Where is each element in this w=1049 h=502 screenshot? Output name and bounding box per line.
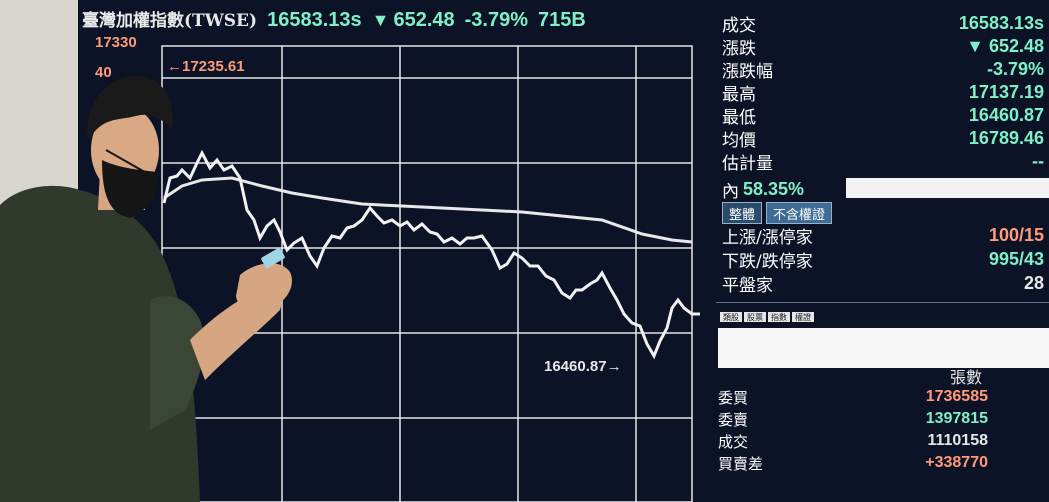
- quote-label: 漲跌: [722, 38, 756, 59]
- breadth-row-down: 下跌/跌停家 995/43: [722, 248, 1044, 272]
- breadth-label: 上漲/漲停家: [722, 227, 813, 248]
- mini-tab[interactable]: 指數: [768, 312, 790, 322]
- breadth-value: 995/43: [988, 248, 1044, 269]
- mini-tab[interactable]: 類股: [720, 312, 742, 322]
- lots-column-header: 張數: [950, 368, 983, 387]
- order-row-trade: 成交 1110158: [718, 430, 988, 452]
- mini-tab-bar: 類股 股票 指數 權證: [720, 312, 814, 322]
- chart-grid: [161, 45, 693, 502]
- average-price-line: [163, 176, 693, 244]
- inner-pct: 58.35%: [743, 178, 805, 199]
- inner-outer-ratio: 內 58.35%: [722, 178, 1049, 202]
- breadth-value: 100/15: [988, 224, 1044, 245]
- quote-row-low: 最低 16460.87: [722, 104, 1044, 128]
- blank-info-strip: [718, 328, 1049, 368]
- y-axis-top-label: 17330: [95, 34, 137, 51]
- index-price: 16583.13s: [267, 9, 362, 31]
- quote-row-change: 漲跌 ▼ 652.48: [722, 35, 1044, 59]
- y-axis-second-label: 40: [95, 64, 112, 81]
- quote-value: 17137.19: [968, 81, 1044, 102]
- order-row-ask: 委賣 1397815: [718, 408, 988, 430]
- order-row-bid: 委買 1736585: [718, 386, 988, 408]
- quote-label: 成交: [722, 15, 756, 36]
- quote-value: --: [1032, 150, 1044, 171]
- breadth-label: 下跌/跌停家: [722, 251, 813, 272]
- quote-label: 最低: [722, 107, 756, 128]
- background-wall: [0, 0, 80, 502]
- breadth-row-flat: 平盤家 28: [722, 272, 1044, 296]
- inner-label: 內: [722, 181, 739, 202]
- ratio-bar: [846, 178, 1049, 198]
- breadth-row-up: 上漲/漲停家 100/15: [722, 224, 1044, 248]
- quote-row-change-pct: 漲跌幅 -3.79%: [722, 58, 1044, 82]
- breadth-toggle: 整體 不含權證: [722, 202, 833, 224]
- quote-value: -3.79%: [986, 58, 1044, 79]
- quote-label: 估計量: [722, 153, 773, 174]
- chart-frame: [161, 45, 693, 502]
- panel-divider: [716, 302, 1049, 303]
- index-header: 臺灣加權指數(TWSE) 16583.13s ▼ 652.48 -3.79% 7…: [82, 6, 714, 32]
- exclude-warrants-button[interactable]: 不含權證: [766, 202, 833, 224]
- order-value: 1110158: [927, 432, 988, 449]
- breadth-value: 28: [1023, 272, 1044, 293]
- index-title: 臺灣加權指數(TWSE): [82, 11, 258, 31]
- order-row-diff: 買賣差 +338770: [718, 452, 988, 474]
- all-button[interactable]: 整體: [722, 202, 763, 224]
- mini-tab[interactable]: 權證: [792, 312, 814, 322]
- index-volume: 715B: [538, 9, 586, 31]
- order-label: 買賣差: [718, 454, 764, 473]
- order-value: 1736585: [925, 388, 988, 405]
- quote-value: ▼ 652.48: [966, 35, 1044, 56]
- index-change-pct: -3.79%: [464, 9, 528, 31]
- index-price-line: [162, 149, 700, 360]
- order-value: +338770: [925, 454, 988, 471]
- quote-label: 最高: [722, 84, 756, 105]
- index-change: 652.48: [393, 9, 455, 31]
- quote-row-estimated-volume: 估計量 --: [722, 150, 1044, 174]
- quote-value: 16583.13s: [958, 12, 1044, 33]
- order-value: 1397815: [925, 410, 988, 427]
- quote-row-high: 最高 17137.19: [722, 81, 1044, 105]
- quote-label: 漲跌幅: [722, 61, 773, 82]
- low-price-annotation: 16460.87→: [544, 358, 622, 375]
- quote-value: 16789.46: [968, 127, 1044, 148]
- quote-row-average: 均價 16789.46: [722, 127, 1044, 151]
- quote-value: 16460.87: [968, 104, 1044, 125]
- quote-panel: 成交 16583.13s 漲跌 ▼ 652.48 漲跌幅 -3.79% 最高 1…: [716, 6, 1049, 502]
- quote-row-trade: 成交 16583.13s: [722, 12, 1044, 36]
- order-label: 委賣: [718, 410, 749, 429]
- quote-label: 均價: [722, 130, 756, 151]
- down-arrow-icon: ▼: [371, 10, 390, 30]
- mini-tab[interactable]: 股票: [744, 312, 766, 322]
- y-axis-low-label: 60: [132, 241, 149, 258]
- intraday-chart: [161, 45, 700, 502]
- breadth-label: 平盤家: [722, 275, 773, 296]
- high-price-annotation: ←17235.61: [165, 58, 247, 75]
- order-label: 成交: [718, 432, 749, 451]
- order-label: 委買: [718, 388, 749, 407]
